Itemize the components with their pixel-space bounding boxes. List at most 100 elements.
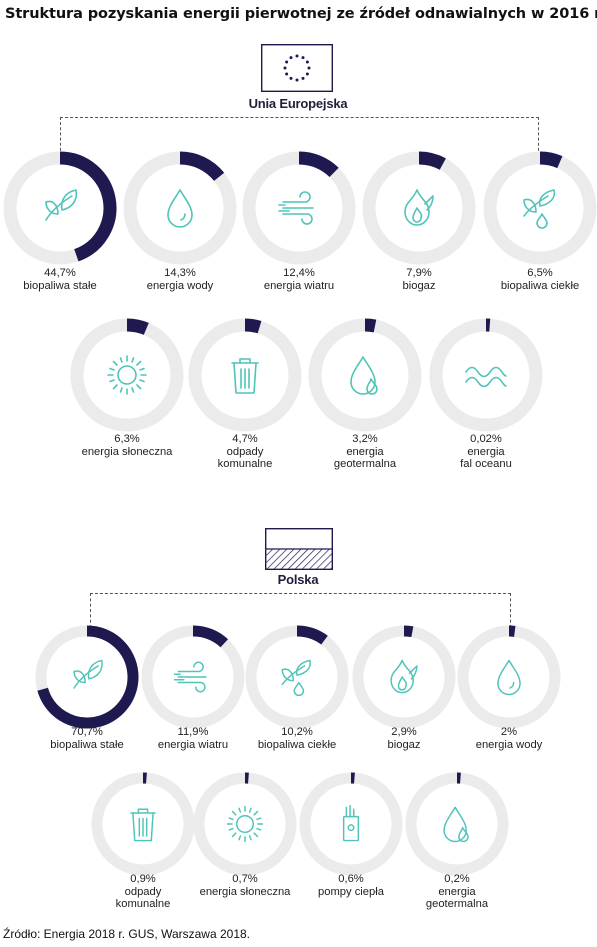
slice-label: 4,7% odpady komunalne bbox=[185, 433, 305, 471]
slice-label: 0,9% odpady komunalne bbox=[83, 873, 203, 911]
value-label: 0,7% bbox=[232, 873, 258, 885]
value-label: 0,9% bbox=[130, 873, 156, 885]
wind-icon bbox=[173, 661, 207, 693]
category-label: odpady bbox=[124, 885, 162, 898]
value-label: 0,6% bbox=[338, 873, 364, 885]
donut-biopaliwa-stałe bbox=[35, 625, 139, 729]
donut-value-arc bbox=[126, 318, 149, 335]
slice-label: 0,7% energia słoneczna bbox=[185, 873, 305, 898]
slice-label: 0,6% pompy ciepła bbox=[291, 873, 411, 898]
source-note: Źródło: Energia 2018 r. GUS, Warszawa 20… bbox=[3, 927, 251, 941]
value-label: 7,9% bbox=[406, 267, 432, 279]
category-label: geotermalna bbox=[333, 458, 397, 470]
donut-odpady-komunalne bbox=[188, 318, 302, 432]
category-label: energia bbox=[346, 445, 384, 458]
leaf-icon bbox=[45, 189, 78, 221]
slice-label: 44,7% biopaliwa stałe bbox=[0, 267, 120, 292]
water-drop-icon bbox=[167, 189, 193, 228]
eu-star bbox=[295, 54, 299, 58]
value-label: 6,3% bbox=[114, 433, 140, 445]
eu-star bbox=[289, 56, 293, 60]
value-label: 4,7% bbox=[232, 433, 258, 445]
donut-value-arc bbox=[403, 625, 414, 638]
category-label: biopaliwa stałe bbox=[50, 738, 124, 751]
slice-label: 3,2% energia geotermalna bbox=[305, 433, 425, 471]
slice-label: 2% energia wody bbox=[449, 726, 569, 751]
donut-value-arc bbox=[296, 625, 328, 645]
flame-icon bbox=[390, 659, 418, 694]
eu-star bbox=[305, 72, 309, 76]
slice-label: 11,9% energia wiatru bbox=[133, 726, 253, 751]
category-label: energia bbox=[467, 445, 505, 458]
donut-track bbox=[483, 151, 597, 265]
donut-track bbox=[299, 772, 403, 876]
value-label: 44,7% bbox=[44, 267, 76, 279]
value-label: 3,2% bbox=[352, 433, 378, 445]
connector-eu bbox=[60, 117, 539, 156]
donut-value-arc bbox=[37, 625, 139, 729]
donut-track bbox=[193, 772, 297, 876]
connector-poland bbox=[90, 593, 511, 628]
slice-label: 14,3% energia wody bbox=[120, 267, 240, 292]
eu-star bbox=[289, 76, 293, 80]
donut-track bbox=[308, 318, 422, 432]
value-label: 2% bbox=[500, 726, 518, 738]
donut-value-arc bbox=[244, 318, 262, 334]
category-label: pompy ciepła bbox=[318, 885, 384, 898]
eu-star bbox=[295, 78, 299, 82]
donut-track bbox=[429, 318, 543, 432]
poland-flag bbox=[265, 528, 333, 570]
chart-title: Struktura pozyskania energii pierwotnej … bbox=[5, 6, 597, 22]
donut-track bbox=[405, 772, 509, 876]
donut-energia-wiatru bbox=[242, 151, 356, 265]
category-label: biogaz bbox=[387, 738, 421, 751]
value-label: 11,9% bbox=[177, 726, 209, 738]
value-label: 12,4% bbox=[283, 267, 315, 279]
leaf-drop-icon bbox=[281, 659, 311, 697]
value-label: 0,2% bbox=[444, 873, 470, 885]
geothermal-drop-icon bbox=[350, 356, 378, 395]
category-label: biopaliwa stałe bbox=[23, 279, 97, 292]
region-label-eu: Unia Europejska bbox=[248, 96, 348, 111]
category-label: geotermalna bbox=[425, 898, 489, 910]
slice-label: 70,7% biopaliwa stałe bbox=[27, 726, 147, 751]
category-label: energia wiatru bbox=[157, 738, 229, 751]
donut-track bbox=[70, 318, 184, 432]
donut-value-arc bbox=[192, 625, 229, 648]
donut-track bbox=[362, 151, 476, 265]
category-label: energia bbox=[438, 885, 476, 898]
donut-value-arc bbox=[298, 151, 339, 178]
region-label-poland: Polska bbox=[277, 572, 319, 587]
category-label: komunalne bbox=[115, 898, 171, 910]
slice-label: 6,3% energia słoneczna bbox=[67, 433, 187, 458]
donut-energia-fal-oceanu bbox=[429, 318, 543, 432]
category-label: fal oceanu bbox=[460, 458, 512, 470]
eu-star bbox=[301, 56, 305, 60]
value-label: 14,3% bbox=[164, 267, 196, 279]
donut-energia-słoneczna bbox=[193, 772, 297, 876]
heat-pump-icon bbox=[342, 804, 360, 842]
eu-star bbox=[301, 76, 305, 80]
donut-odpady-komunalne bbox=[91, 772, 195, 876]
category-label: energia wiatru bbox=[263, 279, 335, 292]
value-label: 2,9% bbox=[391, 726, 417, 738]
category-label: odpady bbox=[226, 445, 264, 458]
donut-biopaliwa-ciekłe bbox=[245, 625, 349, 729]
donut-biopaliwa-stałe bbox=[3, 151, 117, 265]
donut-energia-słoneczna bbox=[70, 318, 184, 432]
slice-label: 2,9% biogaz bbox=[344, 726, 464, 751]
value-label: 70,7% bbox=[71, 726, 103, 738]
leaf-drop-icon bbox=[523, 189, 556, 229]
value-label: 10,2% bbox=[281, 726, 313, 738]
slice-label: 12,4% energia wiatru bbox=[239, 267, 359, 292]
value-label: 0,02% bbox=[470, 433, 502, 445]
donut-value-arc bbox=[364, 318, 377, 333]
eu-star bbox=[307, 66, 311, 70]
donut-value-arc bbox=[418, 151, 446, 170]
slice-label: 0,02% energia fal oceanu bbox=[426, 433, 546, 471]
slice-label: 10,2% biopaliwa ciekłe bbox=[237, 726, 357, 751]
category-label: biogaz bbox=[402, 279, 436, 292]
category-label: energia słoneczna bbox=[81, 445, 173, 458]
donut-track bbox=[352, 625, 456, 729]
category-label: energia wody bbox=[475, 738, 543, 751]
